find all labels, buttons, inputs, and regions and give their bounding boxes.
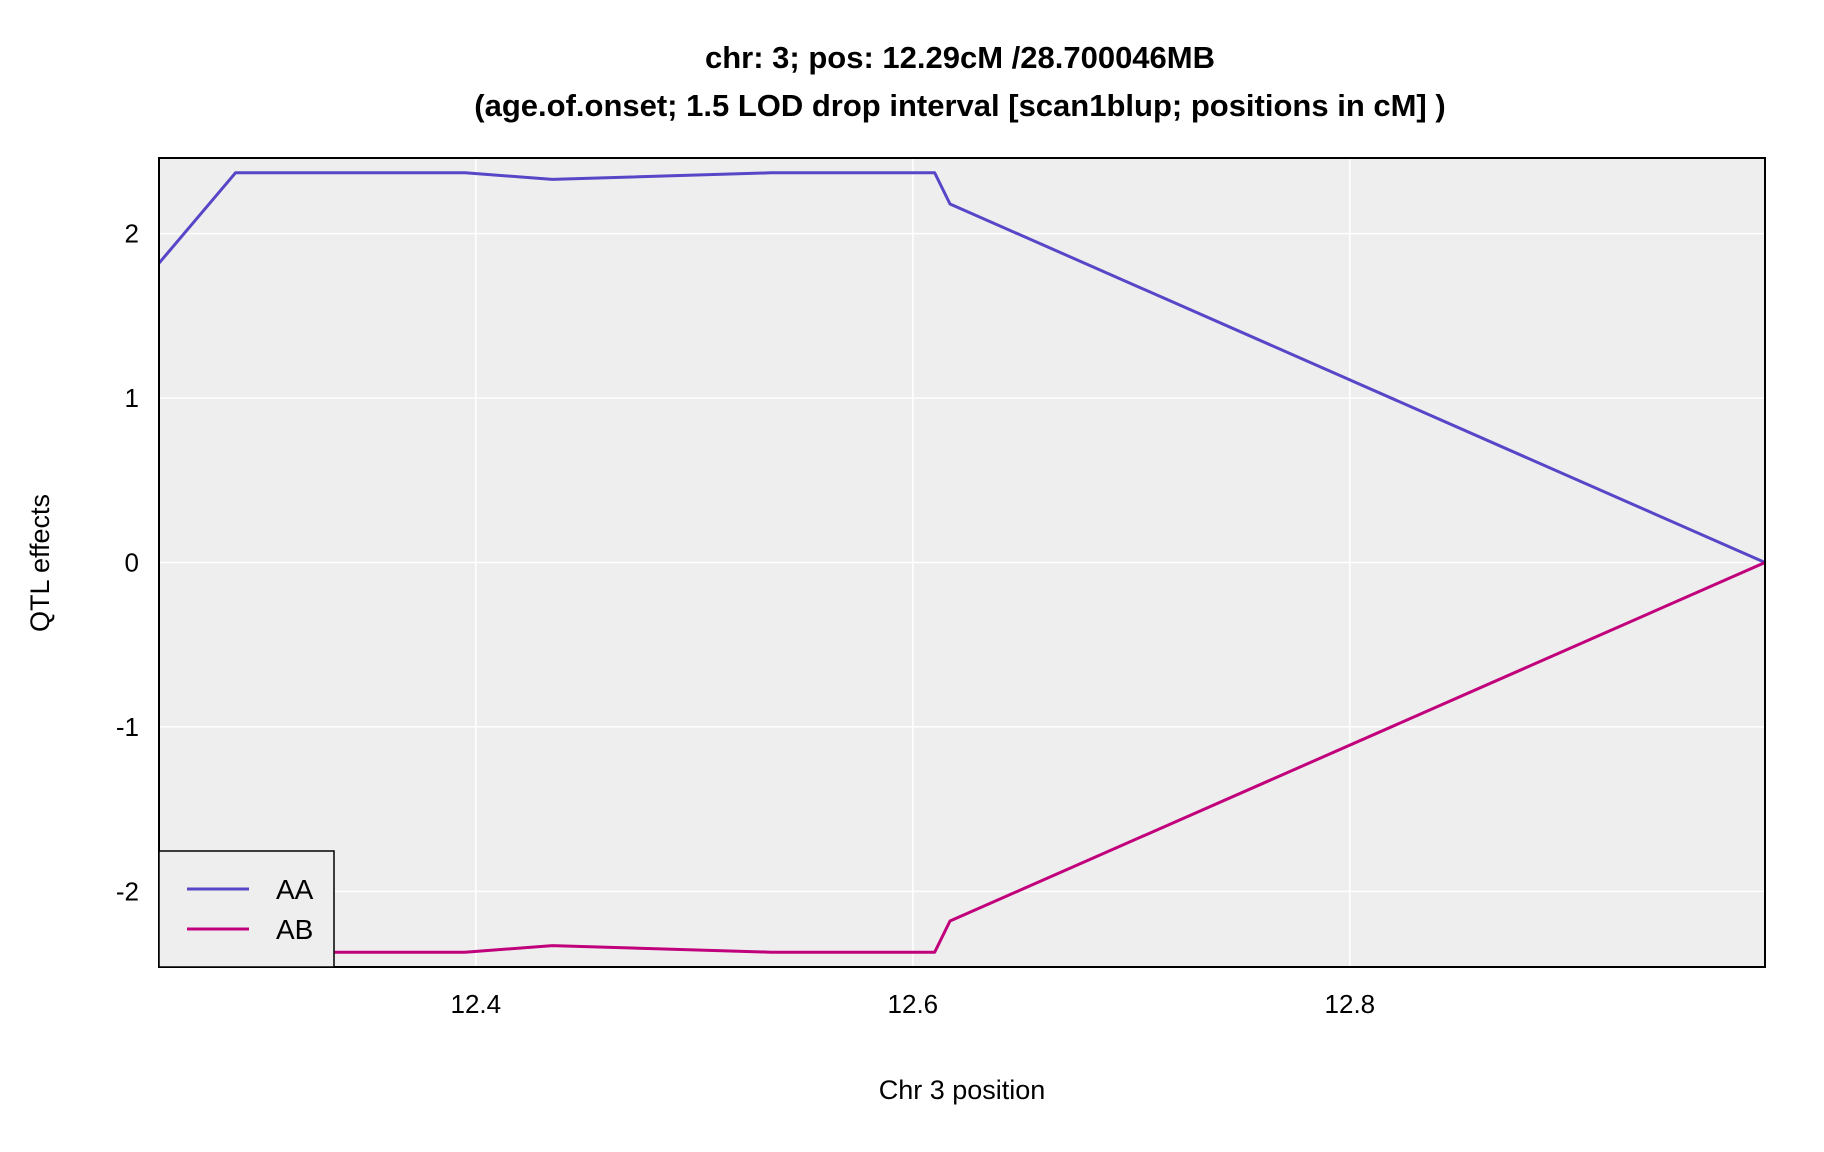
plot-border <box>158 157 1766 968</box>
series-line-ab <box>235 561 1766 954</box>
y-axis-ticks: -2 -1 0 1 2 <box>116 219 139 907</box>
grid <box>159 158 1765 967</box>
series-lines <box>157 171 1766 954</box>
chart-title-line1: chr: 3; pos: 12.29cM /28.700046MB <box>705 40 1215 75</box>
x-tick-label: 12.8 <box>1325 989 1376 1019</box>
y-tick-label: 0 <box>125 548 139 578</box>
legend-box <box>158 850 335 968</box>
y-tick-label: 1 <box>125 383 139 413</box>
y-tick-label: -2 <box>116 876 139 906</box>
y-tick-label: -1 <box>116 712 139 742</box>
legend-label-ab: AB <box>276 914 313 945</box>
x-tick-label: 12.4 <box>451 989 502 1019</box>
chart-title-line2: (age.of.onset; 1.5 LOD drop interval [sc… <box>474 88 1445 123</box>
legend-label-aa: AA <box>276 874 314 905</box>
y-tick-label: 2 <box>125 219 139 249</box>
x-tick-label: 12.6 <box>888 989 939 1019</box>
x-axis-ticks: 12.4 12.6 12.8 <box>451 989 1376 1019</box>
series-line-aa <box>157 171 1766 564</box>
y-axis-label: QTL effects <box>25 494 55 632</box>
x-axis-label: Chr 3 position <box>879 1075 1046 1105</box>
legend: AA AB <box>158 850 335 968</box>
